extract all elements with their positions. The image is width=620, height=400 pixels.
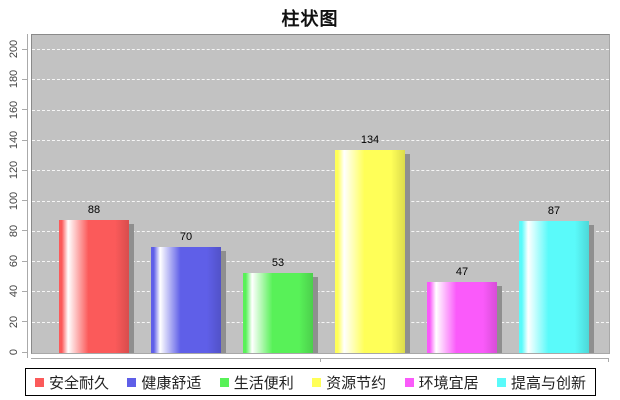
bar-资源节约 bbox=[335, 150, 405, 353]
legend-item-label: 环境宜居 bbox=[418, 375, 479, 392]
gridline bbox=[32, 291, 609, 293]
y-axis-tick bbox=[22, 200, 28, 202]
legend-box: 安全耐久 健康舒适 生活便利 资源节约 环境宜居 提高与创新 bbox=[25, 368, 596, 396]
legend-swatch-icon bbox=[35, 377, 44, 387]
y-axis-line bbox=[27, 34, 28, 358]
y-axis-tick-label: 140 bbox=[8, 130, 20, 150]
y-axis-tick-label: 180 bbox=[8, 70, 20, 89]
y-axis-tick bbox=[22, 230, 28, 232]
gridline bbox=[32, 200, 609, 202]
legend-item-label: 提高与创新 bbox=[510, 375, 586, 392]
y-axis-tick-label: 80 bbox=[8, 224, 20, 237]
gridline bbox=[32, 79, 609, 81]
gridline bbox=[32, 230, 609, 232]
bar-提高与创新 bbox=[519, 221, 589, 353]
y-axis-tick-label: 20 bbox=[8, 315, 20, 328]
y-axis-tick-label: 200 bbox=[8, 39, 20, 59]
bar-value-label: 70 bbox=[179, 231, 193, 243]
gridline bbox=[32, 109, 609, 111]
gridline bbox=[32, 261, 609, 263]
gridline bbox=[32, 170, 609, 172]
legend-item: 健康舒适 bbox=[127, 372, 201, 393]
y-axis-tick-label: 160 bbox=[8, 100, 20, 119]
legend-swatch-icon bbox=[127, 377, 137, 387]
legend-swatch-icon bbox=[496, 377, 506, 387]
legend-item-label: 生活便利 bbox=[233, 375, 294, 392]
legend-swatch-icon bbox=[404, 377, 414, 387]
legend-swatch-icon bbox=[312, 377, 322, 387]
y-axis-tick bbox=[22, 48, 28, 50]
y-axis-tick bbox=[22, 139, 28, 141]
legend-item: 安全耐久 bbox=[35, 372, 109, 393]
gridline bbox=[32, 49, 609, 51]
bar-安全耐久 bbox=[59, 219, 129, 353]
legend-item: 环境宜居 bbox=[404, 372, 479, 393]
bar-value-label: 47 bbox=[455, 265, 469, 278]
y-axis-tick bbox=[22, 290, 28, 292]
legend-swatch-icon bbox=[219, 377, 229, 387]
bar-value-label: 87 bbox=[547, 205, 561, 218]
legend-item: 提高与创新 bbox=[496, 372, 586, 393]
gridline bbox=[32, 140, 609, 141]
legend-item-label: 安全耐久 bbox=[49, 375, 110, 392]
bar-环境宜居 bbox=[427, 281, 497, 353]
gridline bbox=[32, 321, 609, 323]
bar-健康舒适 bbox=[151, 247, 221, 353]
legend-item: 生活便利 bbox=[219, 372, 294, 393]
y-axis-tick-label: 40 bbox=[8, 285, 20, 298]
y-axis-tick-label: 0 bbox=[8, 348, 20, 356]
bar-value-label: 88 bbox=[87, 203, 101, 216]
chart-title: 柱状图 bbox=[281, 9, 339, 29]
bar-value-label: 53 bbox=[271, 256, 285, 269]
y-axis-tick bbox=[22, 321, 28, 323]
y-axis-tick-label: 120 bbox=[8, 161, 20, 180]
y-axis-tick-label: 60 bbox=[8, 255, 20, 268]
legend-item-label: 健康舒适 bbox=[141, 375, 202, 392]
y-axis-tick bbox=[22, 169, 28, 171]
y-axis-tick bbox=[22, 109, 28, 111]
y-axis-tick bbox=[22, 351, 28, 353]
y-axis-tick bbox=[22, 260, 28, 262]
legend-item-label: 资源节约 bbox=[326, 375, 387, 392]
legend-item: 资源节约 bbox=[312, 372, 386, 393]
plot-area: 88 70 53 134 47 87 bbox=[31, 34, 610, 354]
bar-value-label: 134 bbox=[360, 134, 380, 147]
y-axis-tick-label: 100 bbox=[8, 191, 20, 210]
bar-生活便利 bbox=[243, 272, 313, 353]
y-axis-tick bbox=[22, 78, 28, 80]
x-axis-tick bbox=[320, 358, 321, 362]
x-axis-tick bbox=[608, 358, 609, 362]
